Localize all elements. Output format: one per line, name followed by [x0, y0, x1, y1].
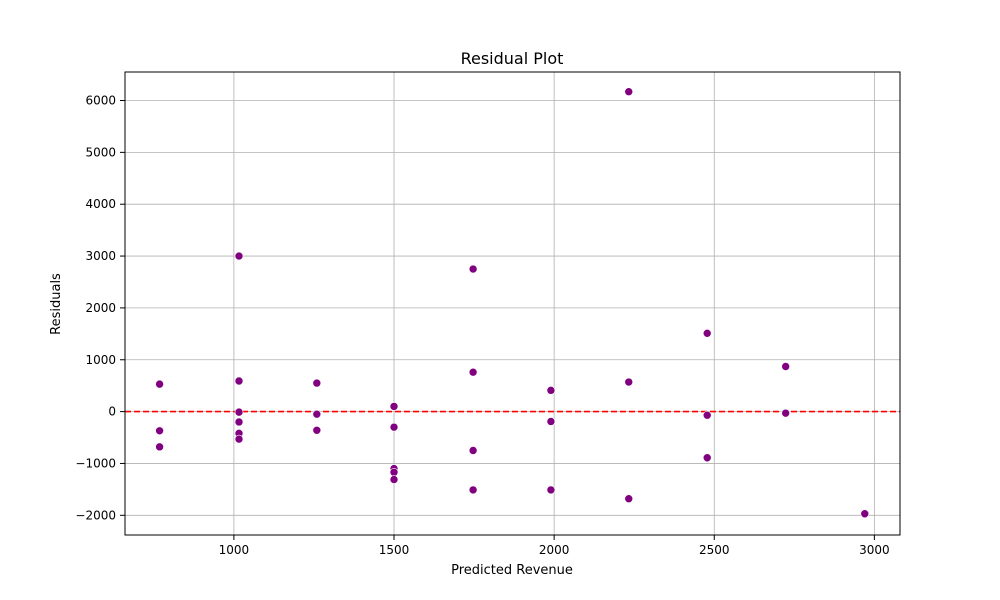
data-point: [234, 417, 244, 427]
x-tick-label: 2000: [539, 543, 570, 557]
data-point: [468, 446, 478, 455]
data-point: [155, 379, 164, 389]
y-axis-ticks: −2000 −1000 0 1000 2000 3000 4000 5000 6000: [75, 94, 125, 522]
grid-lines: [125, 72, 900, 535]
data-point: [781, 362, 790, 371]
data-points: [155, 87, 870, 519]
data-point: [860, 509, 870, 519]
y-tick-label: 6000: [85, 94, 116, 108]
data-point: [702, 329, 712, 338]
y-tick-label: −2000: [75, 508, 116, 522]
y-tick-label: 3000: [85, 249, 116, 263]
data-point: [546, 485, 556, 495]
y-tick-label: −1000: [75, 456, 116, 470]
plot-frame: [124, 71, 901, 536]
y-tick-label: 0: [108, 405, 116, 419]
y-tick-label: 2000: [85, 301, 116, 315]
x-axis-label: Predicted Revenue: [451, 563, 573, 578]
data-point: [624, 87, 634, 97]
data-point: [468, 264, 478, 274]
data-point: [389, 467, 399, 477]
data-point: [702, 410, 712, 420]
data-point: [546, 417, 556, 426]
data-point: [546, 386, 556, 395]
data-point: [234, 434, 244, 444]
data-point: [702, 453, 712, 463]
x-tick-label: 1500: [379, 543, 410, 557]
data-point: [389, 402, 399, 411]
y-axis-label: Residuals: [49, 273, 64, 335]
x-tick-label: 3000: [859, 543, 890, 557]
data-point: [468, 485, 478, 495]
data-point: [781, 408, 790, 418]
data-point: [468, 367, 478, 377]
chart-title: Residual Plot: [461, 49, 564, 68]
y-tick-label: 5000: [85, 145, 116, 159]
data-point: [389, 475, 399, 484]
data-point: [312, 425, 322, 435]
data-point: [624, 494, 634, 504]
y-tick-label: 4000: [85, 197, 116, 211]
x-axis-ticks: 1000 1500 2000 2500 3000: [219, 535, 890, 557]
x-tick-label: 1000: [219, 543, 250, 557]
x-tick-label: 2500: [699, 543, 730, 557]
data-point: [234, 251, 244, 261]
data-point: [312, 409, 322, 419]
data-point: [624, 377, 634, 387]
data-point: [155, 426, 164, 436]
data-point: [234, 376, 244, 386]
data-point: [234, 407, 244, 417]
data-point: [155, 442, 164, 452]
y-tick-label: 1000: [85, 353, 116, 367]
data-point: [389, 422, 399, 432]
data-point: [312, 378, 322, 388]
